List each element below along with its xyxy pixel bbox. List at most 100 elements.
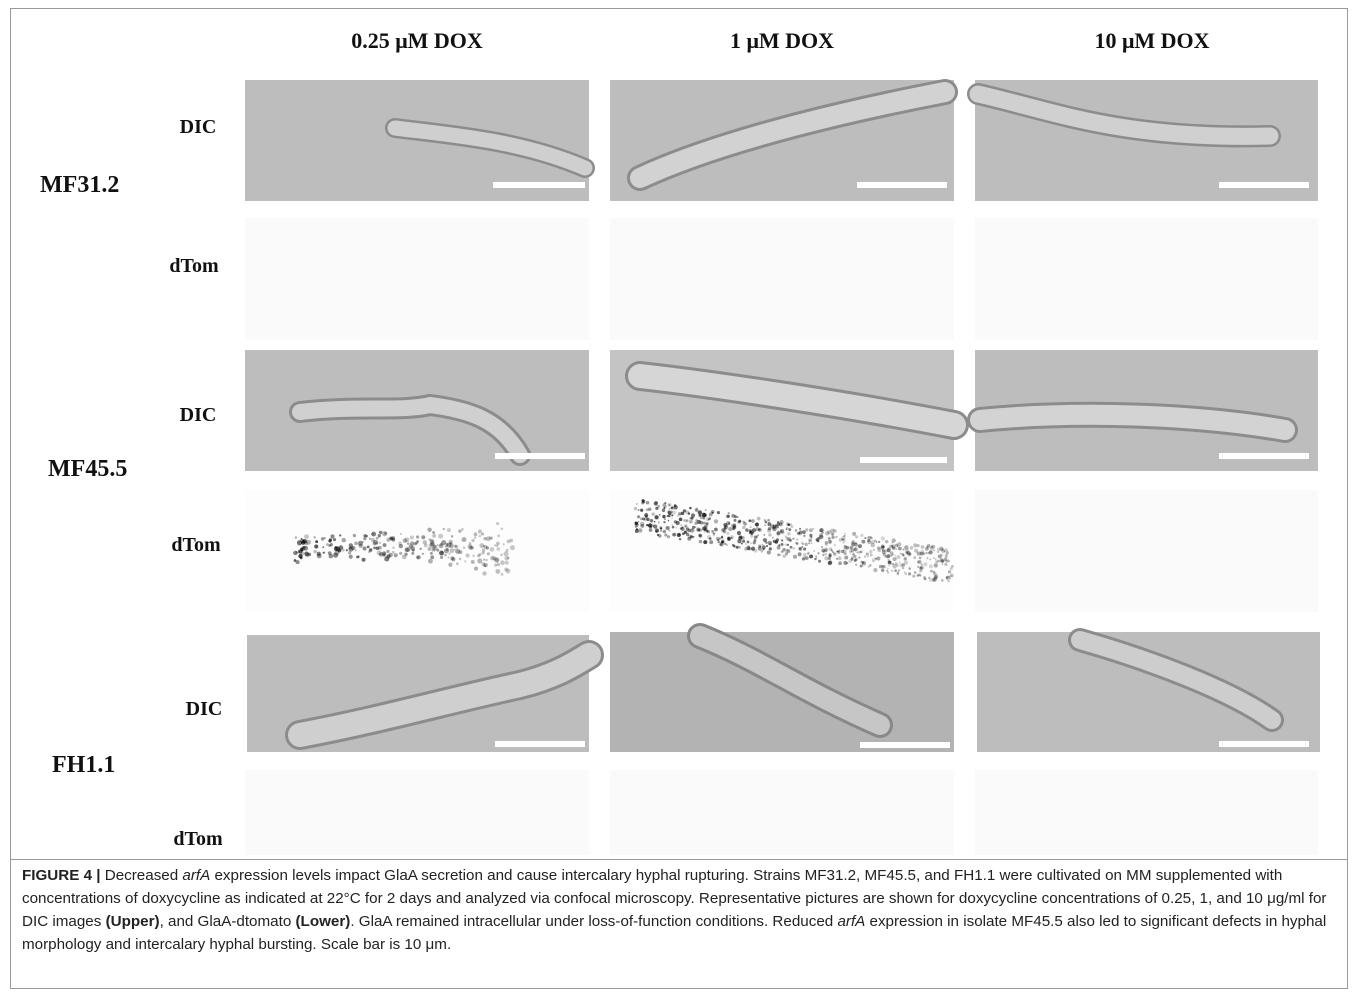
speckle-dot — [738, 546, 741, 549]
speckle-dot — [823, 551, 825, 553]
speckle-dot — [699, 534, 701, 536]
speckle-dot — [500, 560, 505, 565]
speckle-dot — [437, 544, 439, 546]
speckle-dot — [482, 551, 485, 554]
speckle-dot — [679, 538, 681, 540]
speckle-dot — [871, 543, 875, 547]
speckle-dot — [914, 571, 917, 574]
speckle-dot — [422, 553, 424, 555]
speckle-dot — [816, 539, 819, 542]
speckle-dot — [790, 546, 793, 549]
speckle-dot — [828, 561, 832, 565]
speckle-dot — [926, 552, 928, 554]
speckle-dot — [849, 549, 852, 552]
speckle-dot — [497, 535, 500, 538]
figure-caption: FIGURE 4 | Decreased arfA expression lev… — [22, 864, 1337, 956]
speckle-dot — [829, 541, 831, 543]
speckle-dot — [695, 519, 697, 521]
speckle-dot — [897, 545, 899, 547]
speckle-dot — [448, 552, 450, 554]
speckle-dot — [844, 535, 846, 537]
speckle-dot — [753, 541, 756, 544]
speckle-dot — [757, 534, 759, 536]
speckle-dot — [746, 546, 750, 550]
speckle-dot — [672, 511, 676, 515]
speckle-dot — [482, 571, 486, 575]
speckle-dot — [861, 540, 865, 544]
speckle-dot — [695, 508, 699, 512]
speckle-dot — [438, 534, 443, 539]
row-label: dTom — [171, 534, 220, 557]
speckle-dot — [898, 569, 900, 571]
speckle-dot — [890, 551, 894, 555]
speckle-dot — [878, 541, 880, 543]
speckle-dot — [808, 542, 810, 544]
speckle-dot — [672, 526, 675, 529]
speckle-dot — [899, 561, 901, 563]
caption-text: . GlaA remained intracellular under loss… — [350, 913, 837, 930]
speckle-dot — [346, 549, 348, 551]
speckle-dot — [717, 541, 719, 543]
speckle-dot — [844, 533, 846, 535]
speckle-dot — [935, 559, 937, 561]
speckle-dot — [868, 566, 870, 568]
scale-bar — [493, 182, 585, 188]
scale-bar — [860, 457, 947, 463]
speckle-dot — [686, 519, 688, 521]
speckle-dot — [738, 520, 741, 523]
speckle-dot — [671, 524, 673, 526]
speckle-dot — [774, 524, 777, 527]
speckle-dot — [705, 509, 707, 511]
speckle-dot — [341, 548, 344, 551]
speckle-dot — [831, 533, 834, 536]
speckle-dot — [838, 561, 842, 565]
speckle-dot — [776, 532, 780, 536]
caption-gene: arfA — [182, 867, 210, 884]
speckle-dot — [881, 565, 883, 567]
speckle-dot — [497, 547, 501, 551]
speckle-dot — [802, 543, 804, 545]
speckle-dot — [714, 528, 718, 532]
speckle-dot — [362, 558, 366, 562]
speckle-dot — [764, 534, 766, 536]
speckle-dot — [685, 525, 687, 527]
speckle-dot — [929, 558, 931, 560]
speckle-dot — [902, 567, 905, 570]
speckle-dot — [328, 551, 332, 555]
scale-bar — [495, 453, 585, 459]
speckle-dot — [842, 539, 844, 541]
speckle-dot — [905, 551, 908, 554]
speckle-dot — [323, 552, 325, 554]
speckle-dot — [798, 532, 802, 536]
speckle-dot — [842, 541, 844, 543]
speckle-dot — [932, 578, 936, 582]
speckle-dot — [376, 537, 379, 540]
speckle-dot — [704, 530, 707, 533]
speckle-dot — [951, 565, 954, 568]
speckle-dot — [359, 544, 363, 548]
speckle-dot — [421, 535, 425, 539]
speckle-dot — [930, 570, 933, 573]
speckle-dot — [427, 528, 431, 532]
speckle-dot — [764, 524, 766, 526]
speckle-dot — [638, 509, 640, 511]
speckle-dot — [638, 528, 642, 532]
speckle-dot — [504, 568, 508, 572]
speckle-dot — [860, 534, 863, 537]
row-label: dTom — [173, 828, 222, 851]
speckle-dot — [428, 547, 431, 550]
speckle-dot — [825, 543, 828, 546]
speckle-dot — [451, 557, 455, 561]
dtom-panel — [975, 770, 1318, 855]
speckle-dot — [920, 550, 924, 554]
speckle-dot — [904, 560, 908, 564]
speckle-dot — [646, 501, 649, 504]
speckle-dot — [313, 536, 315, 538]
speckle-dot — [324, 537, 326, 539]
speckle-dot — [867, 536, 871, 540]
speckle-dot — [785, 536, 787, 538]
caption-label: FIGURE 4 | — [22, 867, 101, 884]
speckle-dot — [671, 506, 673, 508]
speckle-dot — [386, 550, 389, 553]
speckle-dot — [349, 543, 353, 547]
